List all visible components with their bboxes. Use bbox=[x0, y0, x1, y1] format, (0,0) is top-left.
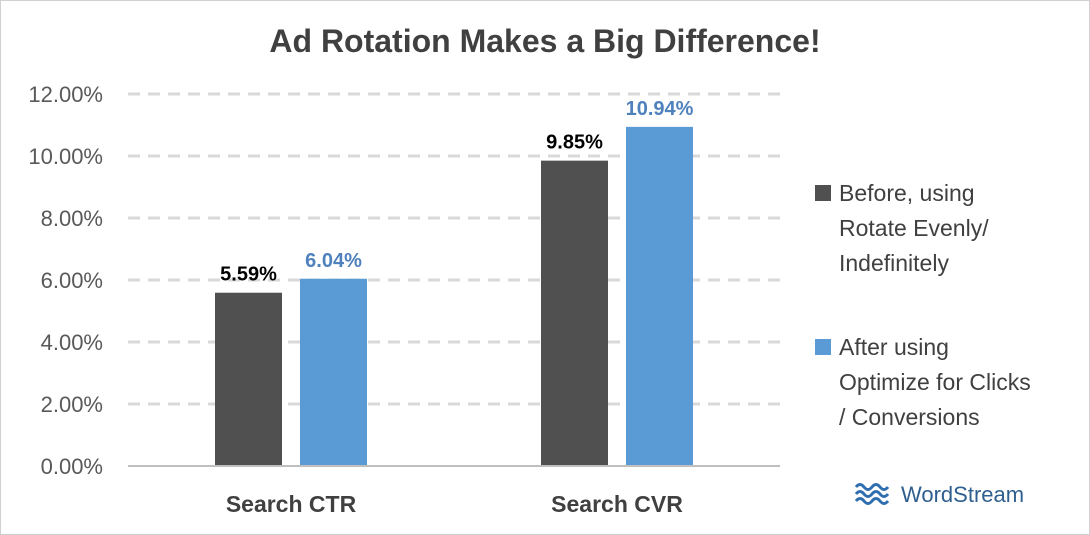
y-tick-label: 4.00% bbox=[41, 330, 103, 355]
x-category-label: Search CTR bbox=[226, 491, 357, 517]
y-tick-label: 2.00% bbox=[41, 392, 103, 417]
wave-logo-icon bbox=[854, 483, 890, 505]
legend-label: After using bbox=[839, 334, 949, 360]
bar-after bbox=[626, 126, 693, 467]
x-category-label: Search CVR bbox=[551, 491, 683, 517]
bar-before bbox=[215, 292, 282, 466]
chart-title: Ad Rotation Makes a Big Difference! bbox=[269, 23, 820, 59]
data-labels: 5.59% 6.04% 9.85% 10.94% bbox=[220, 98, 693, 286]
legend-label: Indefinitely bbox=[839, 250, 949, 276]
y-axis-tick-labels: 0.00% 2.00% 4.00% 6.00% 8.00% 10.00% 12.00% bbox=[28, 82, 103, 479]
x-axis-category-labels: Search CTR Search CVR bbox=[226, 491, 683, 517]
bar-before bbox=[541, 160, 608, 466]
y-tick-label: 12.00% bbox=[28, 82, 103, 107]
legend-swatch bbox=[815, 185, 831, 201]
bars bbox=[215, 126, 693, 467]
y-tick-label: 0.00% bbox=[41, 454, 103, 479]
legend-label: Rotate Evenly/ bbox=[839, 215, 989, 241]
wordstream-logo: WordStream bbox=[854, 482, 1024, 507]
data-label: 10.94% bbox=[626, 98, 694, 120]
legend-label: Optimize for Clicks bbox=[839, 369, 1031, 395]
data-label: 6.04% bbox=[305, 250, 362, 272]
y-tick-label: 10.00% bbox=[28, 144, 103, 169]
data-label: 5.59% bbox=[220, 264, 277, 286]
y-tick-label: 8.00% bbox=[41, 206, 103, 231]
wordstream-brand-name: WordStream bbox=[901, 482, 1024, 507]
legend-label: Before, using bbox=[839, 180, 975, 206]
legend: Before, using Rotate Evenly/Indefinitely A… bbox=[815, 180, 1031, 430]
legend-swatch bbox=[815, 339, 831, 355]
bar-after bbox=[300, 278, 367, 466]
y-tick-label: 6.00% bbox=[41, 268, 103, 293]
data-label: 9.85% bbox=[546, 132, 603, 154]
legend-label: / Conversions bbox=[839, 404, 980, 430]
